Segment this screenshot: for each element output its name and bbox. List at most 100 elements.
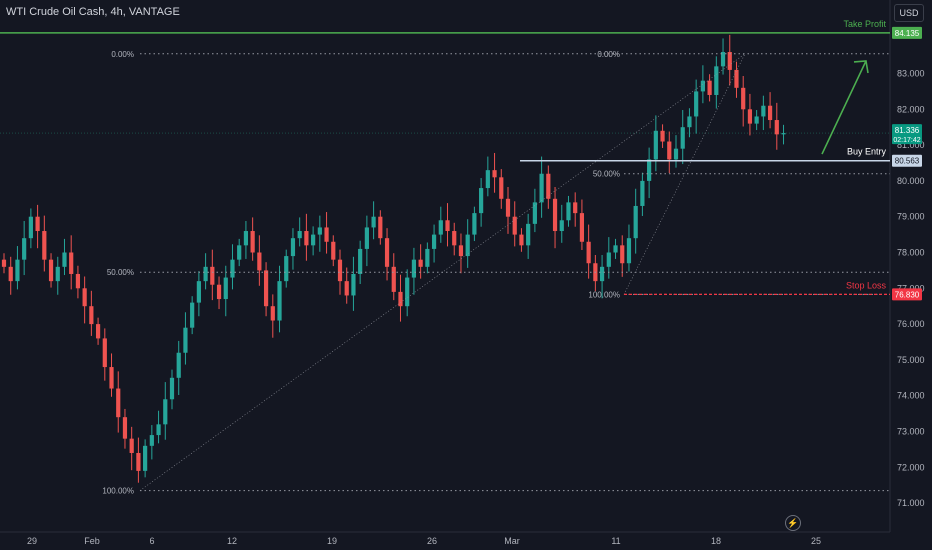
candle-body xyxy=(526,223,531,246)
candle-body xyxy=(734,69,739,88)
candle-body xyxy=(62,252,67,267)
x-tick-label: 11 xyxy=(611,536,620,546)
candle-body xyxy=(559,220,564,232)
y-tick-label: 82.000 xyxy=(897,104,925,114)
candle-body xyxy=(109,367,114,389)
candle-body xyxy=(210,266,215,285)
candle-body xyxy=(364,227,369,249)
fib-minor-label: 50.00% xyxy=(593,170,620,179)
y-tick-label: 75.000 xyxy=(897,355,925,365)
candle-body xyxy=(405,277,410,307)
candle-body xyxy=(552,198,558,232)
candle-body xyxy=(149,435,154,446)
y-tick-label: 76.000 xyxy=(897,319,925,329)
y-tick-label: 83.000 xyxy=(897,69,925,79)
buy-entry-label: Buy Entry xyxy=(847,147,887,157)
y-tick-label: 71.000 xyxy=(897,498,925,508)
candle-body xyxy=(485,170,490,189)
candle-body xyxy=(156,424,161,436)
candle-body xyxy=(714,66,719,95)
candle-body xyxy=(431,234,437,249)
candle-body xyxy=(163,399,168,425)
fib-level-label: 50.00% xyxy=(107,268,134,277)
candle-body xyxy=(505,198,511,217)
candle-body xyxy=(573,202,578,214)
candle-body xyxy=(741,87,746,110)
fib-minor-label: 0.00% xyxy=(597,50,620,59)
currency-button[interactable]: USD xyxy=(894,4,924,22)
projection-arrow-head xyxy=(853,60,869,74)
candle-body xyxy=(411,259,417,278)
candle-body xyxy=(290,238,296,257)
candle-body xyxy=(48,259,54,282)
projection-arrow xyxy=(821,60,867,155)
candle-body xyxy=(425,248,430,267)
candle-body xyxy=(458,245,464,257)
candle-body xyxy=(452,231,457,246)
candle-body xyxy=(203,266,208,282)
candle-body xyxy=(270,306,275,321)
fib-level-label: 100.00% xyxy=(102,487,134,496)
candle-body xyxy=(391,266,396,292)
candle-body xyxy=(223,277,228,300)
x-tick-label: 19 xyxy=(327,536,337,546)
candle-body xyxy=(727,52,732,70)
candle-body xyxy=(613,245,618,253)
candle-body xyxy=(586,241,591,264)
x-tick-label: Feb xyxy=(84,536,100,546)
bar-countdown: 02:17:42 xyxy=(893,137,920,144)
candle-body xyxy=(337,259,343,282)
fib-minor-label: 100.00% xyxy=(588,290,620,299)
candle-body xyxy=(169,377,175,400)
candle-body xyxy=(579,213,585,242)
take-profit-tag: 84.135 xyxy=(895,29,920,38)
candle-body xyxy=(438,220,443,235)
candle-body xyxy=(499,177,504,199)
candle-body xyxy=(69,252,74,274)
candle-body xyxy=(102,338,107,368)
candle-body xyxy=(512,216,517,235)
x-tick-label: 25 xyxy=(811,536,821,546)
candle-body xyxy=(384,238,390,267)
candle-body xyxy=(95,324,101,339)
x-tick-label: 12 xyxy=(227,536,237,546)
candle-body xyxy=(667,141,672,160)
y-tick-label: 80.000 xyxy=(897,176,925,186)
candle-body xyxy=(465,234,470,257)
candle-body xyxy=(626,238,632,264)
candle-body xyxy=(28,216,33,239)
candle-body xyxy=(479,188,484,214)
candle-body xyxy=(297,231,302,239)
candle-body xyxy=(754,116,759,124)
candle-body xyxy=(539,173,544,203)
fib-trendline xyxy=(139,53,746,491)
candle-body xyxy=(82,288,87,307)
candle-body xyxy=(633,205,638,239)
x-tick-label: Mar xyxy=(504,536,520,546)
candle-body xyxy=(243,231,249,246)
candle-body xyxy=(317,227,322,235)
y-tick-label: 73.000 xyxy=(897,427,925,437)
candle-body xyxy=(620,245,625,264)
candle-body xyxy=(250,231,255,253)
candle-body xyxy=(1,259,7,267)
candle-body xyxy=(277,281,282,321)
x-tick-label: 18 xyxy=(711,536,721,546)
candle-body xyxy=(196,281,201,303)
candle-body xyxy=(747,109,753,124)
candle-body xyxy=(767,105,773,121)
candle-body xyxy=(653,130,658,160)
candle-body xyxy=(566,202,571,221)
lightning-bolt-icon[interactable]: ⚡ xyxy=(785,515,801,531)
stop-loss-tag-bg xyxy=(892,288,922,301)
candle-body xyxy=(311,234,316,246)
x-tick-label: 6 xyxy=(149,536,154,546)
candle-body xyxy=(700,80,705,92)
candle-body xyxy=(176,352,181,378)
fib-level-label: 0.00% xyxy=(111,50,134,59)
candle-body xyxy=(122,417,128,439)
candle-body xyxy=(42,231,47,260)
symbol-title: WTI Crude Oil Cash, 4h, VANTAGE xyxy=(6,6,180,18)
candle-body xyxy=(687,116,692,128)
